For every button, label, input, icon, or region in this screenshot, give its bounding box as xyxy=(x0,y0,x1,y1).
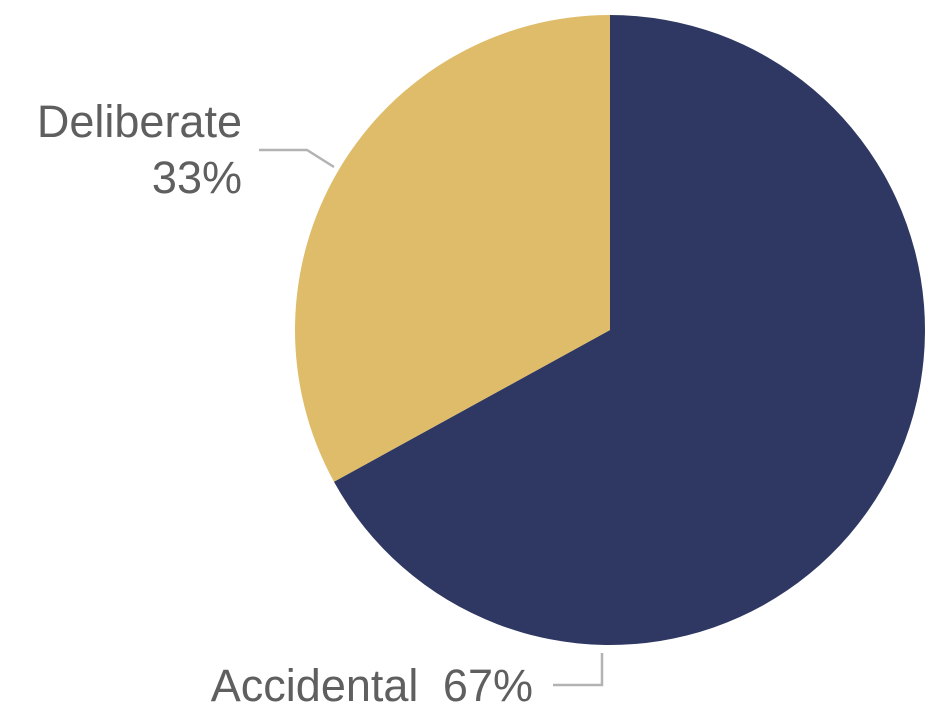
label-accidental-group: Accidental 67% xyxy=(211,653,602,709)
label-deliberate-value: 33% xyxy=(152,152,242,203)
leader-line-deliberate xyxy=(259,150,334,167)
label-deliberate-name: Deliberate xyxy=(37,96,242,147)
leader-line-accidental xyxy=(553,653,602,685)
label-accidental-value: 67% xyxy=(443,660,533,709)
pie-slices xyxy=(295,15,925,645)
label-accidental: Accidental 67% xyxy=(211,660,533,709)
label-deliberate-group: Deliberate 33% xyxy=(37,96,334,203)
label-accidental-name: Accidental xyxy=(211,660,419,709)
